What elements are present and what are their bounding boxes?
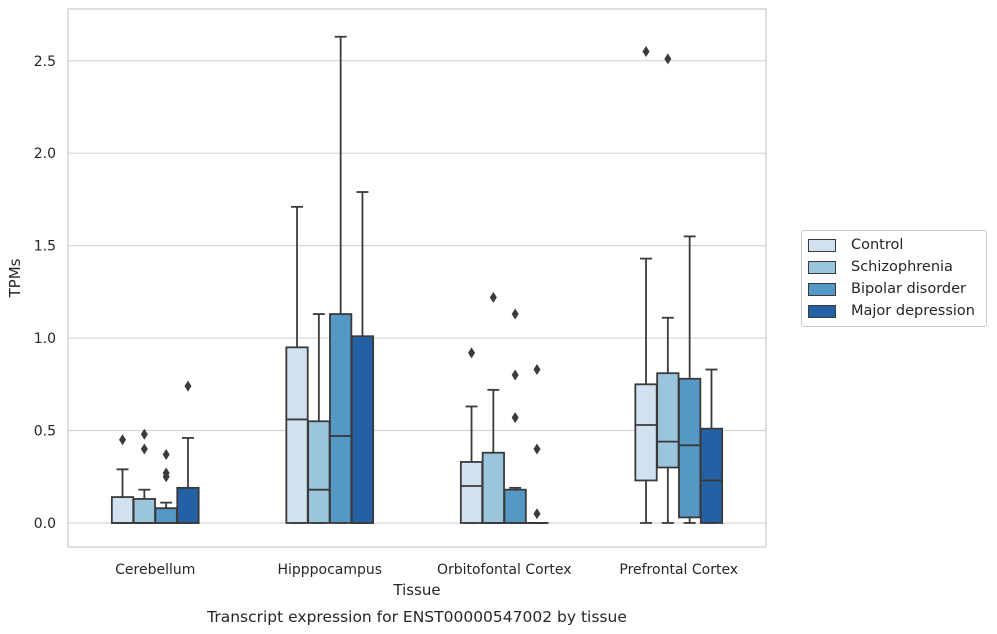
box-iqr: [176, 486, 200, 524]
outlier-point: [119, 434, 127, 446]
box-iqr: [154, 507, 178, 524]
legend-item-major-depression: Major depression: [808, 301, 975, 321]
legend-swatch-bipolar-disorder: [808, 282, 836, 296]
box-0-0: [110, 434, 135, 524]
y-tick-label: 0.0: [34, 516, 56, 532]
chart-caption: Transcript expression for ENST0000054700…: [206, 608, 627, 626]
outlier-point: [468, 347, 476, 359]
outlier-point: [533, 443, 541, 455]
y-tick-label: 1.5: [34, 239, 56, 255]
x-tick-label: Hipppocampus: [277, 562, 382, 578]
box-iqr: [481, 451, 505, 524]
legend-swatch-control: [808, 238, 836, 252]
box-iqr: [329, 313, 353, 524]
box-0-3: [176, 380, 200, 524]
box-0-2: [154, 449, 178, 524]
box-iqr: [307, 420, 331, 524]
outlier-point: [140, 443, 148, 455]
box-2-0: [459, 347, 484, 524]
outlier-point: [664, 53, 672, 65]
box-2-2: [503, 308, 527, 524]
outlier-point: [511, 369, 519, 381]
box-iqr: [132, 498, 156, 524]
legend-item-schizophrenia: Schizophrenia: [808, 257, 953, 277]
box-iqr: [699, 427, 724, 524]
box-iqr: [285, 346, 309, 524]
outlier-point: [489, 291, 497, 303]
box-iqr: [678, 377, 702, 519]
box-iqr: [634, 383, 658, 482]
legend-label: Control: [851, 237, 904, 253]
box-3-1: [656, 53, 680, 524]
outlier-point: [184, 380, 192, 392]
y-tick-label: 2.0: [34, 146, 56, 162]
legend: Control Schizophrenia Bipolar disorder M…: [801, 230, 987, 327]
legend-label: Schizophrenia: [851, 259, 953, 275]
box-1-2: [329, 35, 353, 524]
legend-label: Major depression: [851, 303, 975, 319]
box-iqr: [459, 461, 484, 524]
x-tick-label: Orbitofontal Cortex: [437, 562, 572, 578]
box-iqr: [503, 488, 527, 524]
x-tick-label: Prefrontal Cortex: [619, 562, 738, 578]
box-iqr: [110, 496, 135, 524]
legend-item-control: Control: [808, 235, 903, 255]
x-tick-label: Cerebellum: [115, 562, 195, 578]
outlier-point: [140, 428, 148, 440]
outlier-point: [511, 308, 519, 320]
x-axis-label: Tissue: [392, 581, 440, 599]
box-3-3: [699, 368, 724, 524]
box-2-3: [525, 364, 549, 524]
y-tick-label: 1.0: [34, 331, 56, 347]
outlier-point: [511, 412, 519, 424]
legend-swatch-schizophrenia: [808, 260, 836, 274]
legend-swatch-major-depression: [808, 304, 836, 318]
outlier-point: [533, 364, 541, 376]
box-iqr: [350, 335, 375, 524]
outlier-point: [162, 471, 170, 483]
y-tick-label: 0.5: [34, 424, 56, 440]
box-1-3: [350, 191, 375, 524]
y-axis-label: TPMs: [6, 258, 24, 298]
outlier-point: [642, 46, 650, 58]
y-tick-label: 2.5: [34, 54, 56, 70]
outlier-point: [533, 508, 541, 520]
legend-item-bipolar-disorder: Bipolar disorder: [808, 279, 966, 299]
outlier-point: [162, 449, 170, 461]
box-2-1: [481, 291, 505, 524]
legend-label: Bipolar disorder: [851, 281, 966, 297]
box-iqr: [656, 372, 680, 469]
